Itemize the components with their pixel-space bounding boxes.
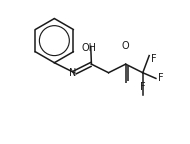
Text: O: O	[122, 41, 129, 51]
Text: F: F	[140, 82, 146, 92]
Text: F: F	[151, 54, 157, 64]
Text: OH: OH	[81, 43, 96, 53]
Text: N: N	[69, 68, 76, 78]
Text: F: F	[158, 73, 164, 83]
